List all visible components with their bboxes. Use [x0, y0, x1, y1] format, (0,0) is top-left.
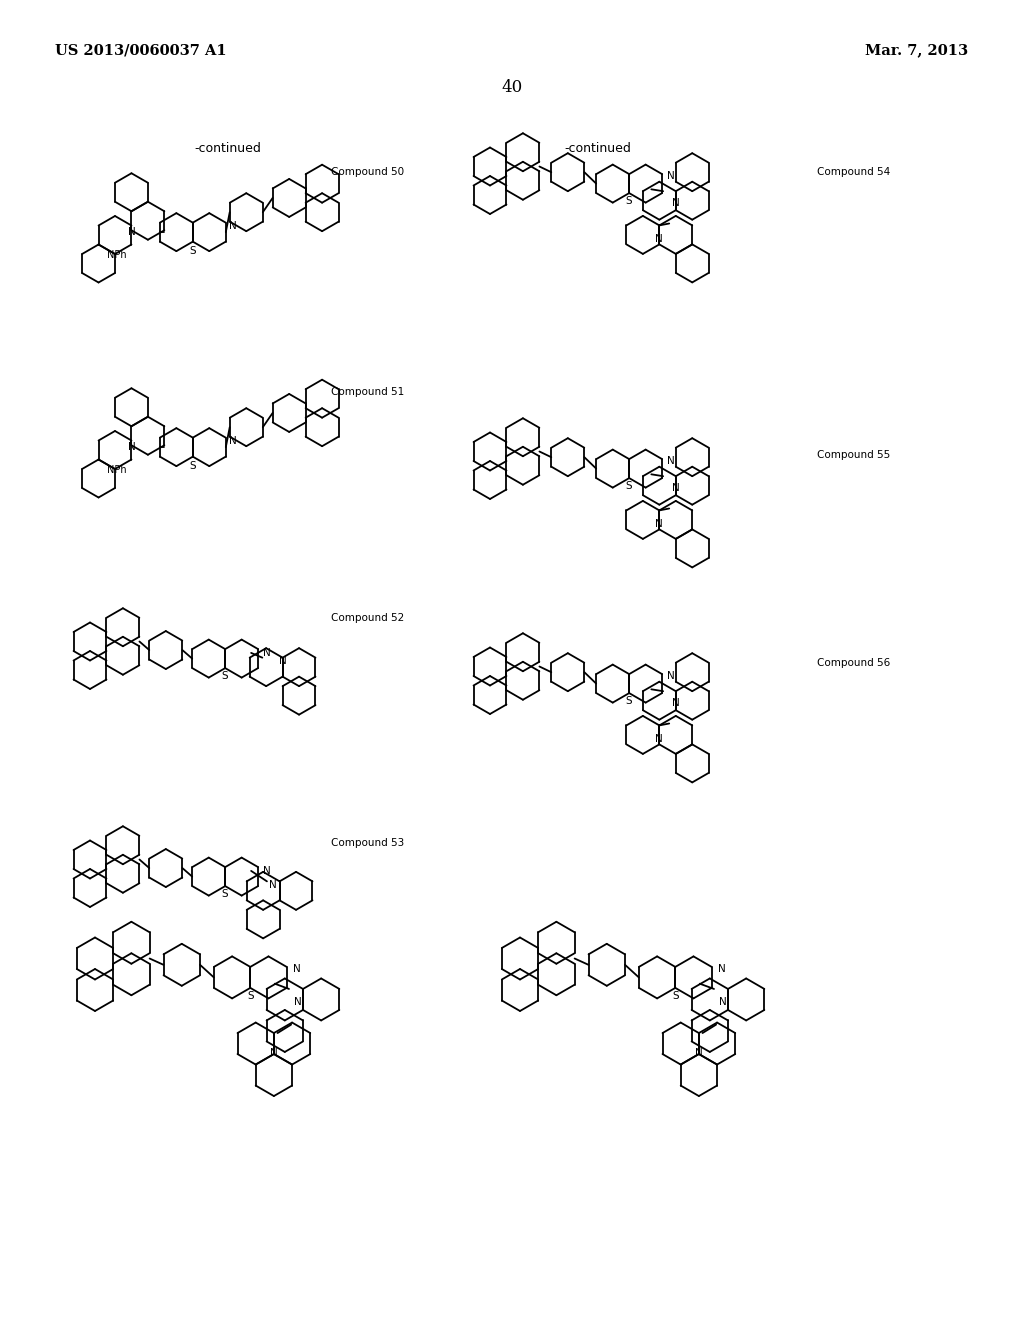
Text: N: N — [718, 964, 725, 974]
Text: N: N — [667, 455, 675, 466]
Text: N: N — [263, 866, 270, 876]
Text: N: N — [229, 222, 238, 231]
Text: N: N — [269, 880, 276, 890]
Text: S: S — [189, 246, 197, 256]
Text: N: N — [672, 198, 680, 207]
Text: N: N — [263, 648, 270, 657]
Text: S: S — [222, 888, 228, 899]
Text: N: N — [672, 483, 680, 492]
Text: S: S — [222, 671, 228, 681]
Text: N: N — [672, 697, 680, 708]
Text: N: N — [293, 964, 300, 974]
Text: NPh: NPh — [106, 465, 126, 475]
Text: -continued: -continued — [195, 141, 261, 154]
Text: US 2013/0060037 A1: US 2013/0060037 A1 — [55, 44, 226, 57]
Text: N: N — [667, 671, 675, 681]
Text: N: N — [270, 1048, 278, 1059]
Text: N: N — [229, 437, 238, 446]
Text: 40: 40 — [502, 79, 522, 96]
Text: N: N — [655, 734, 664, 743]
Text: S: S — [247, 991, 254, 1002]
Text: N: N — [655, 234, 664, 244]
Text: -continued: -continued — [564, 141, 632, 154]
Text: Compound 50: Compound 50 — [331, 168, 404, 177]
Text: N: N — [695, 1048, 702, 1059]
Text: Compound 56: Compound 56 — [817, 657, 890, 668]
Text: Compound 51: Compound 51 — [331, 387, 404, 397]
Text: N: N — [279, 656, 287, 667]
Text: Compound 52: Compound 52 — [331, 612, 404, 623]
Text: Mar. 7, 2013: Mar. 7, 2013 — [865, 44, 968, 57]
Text: Compound 55: Compound 55 — [817, 450, 890, 459]
Text: S: S — [189, 461, 197, 471]
Text: N: N — [667, 172, 675, 181]
Text: S: S — [672, 991, 679, 1002]
Text: S: S — [626, 696, 633, 706]
Text: N: N — [719, 997, 727, 1007]
Text: S: S — [626, 195, 633, 206]
Text: S: S — [626, 480, 633, 491]
Text: N: N — [128, 442, 135, 453]
Text: N: N — [294, 997, 302, 1007]
Text: Compound 54: Compound 54 — [817, 168, 890, 177]
Text: Compound 53: Compound 53 — [331, 838, 404, 847]
Text: N: N — [128, 227, 135, 238]
Text: N: N — [655, 519, 664, 529]
Text: NPh: NPh — [106, 249, 126, 260]
